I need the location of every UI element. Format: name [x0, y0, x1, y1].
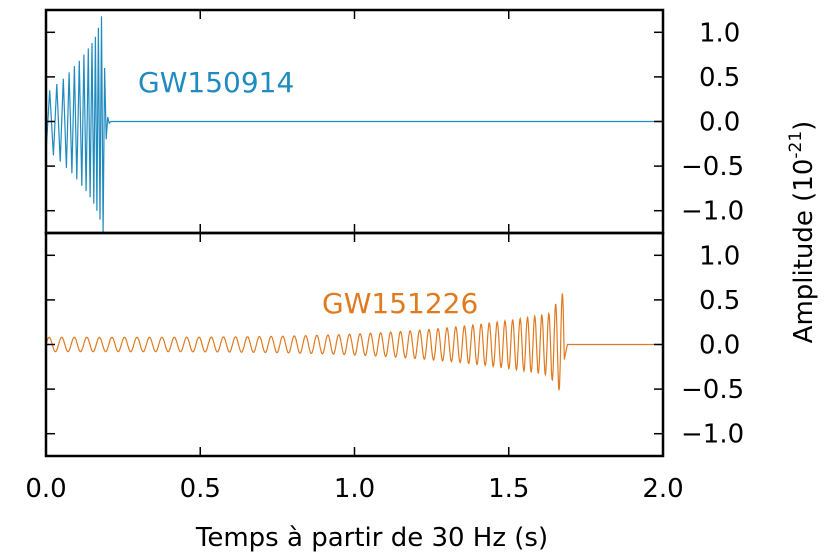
- y-tick-label: 0.0: [699, 108, 740, 138]
- series-label-GW151226: GW151226: [322, 287, 478, 320]
- y-tick-label: −0.5: [681, 375, 744, 405]
- x-tick-label: 1.0: [334, 474, 375, 504]
- x-tick-label: 2.0: [642, 474, 683, 504]
- y-tick-label: 0.5: [699, 63, 740, 93]
- y-axis-title: Amplitude (10-21): [786, 121, 819, 344]
- y-axis-title-main: Amplitude (10: [789, 159, 819, 344]
- series-line-GW151226: [45, 293, 663, 391]
- x-axis-ticks: 0.0 0.5 1.0 1.5 2.0: [25, 474, 683, 504]
- series-line-GW150914: [45, 16, 663, 234]
- y-axis-title-exponent: -21: [786, 131, 806, 159]
- y-tick-label: 0.0: [699, 331, 740, 361]
- x-axis-title: Temps à partir de 30 Hz (s): [195, 523, 548, 553]
- y-tick-label: 1.0: [699, 18, 740, 48]
- y-tick-label: 0.5: [699, 286, 740, 316]
- bottom-panel: GW151226 1.0 0.5 0.0 −0.5 −1.0: [44, 231, 744, 458]
- y-tick-label: −1.0: [681, 420, 744, 450]
- series-label-GW150914: GW150914: [138, 66, 294, 99]
- x-tick-label: 0.0: [25, 474, 66, 504]
- y-tick-label: 1.0: [699, 241, 740, 271]
- x-tick-label: 0.5: [180, 474, 221, 504]
- y-tick-label: −0.5: [681, 152, 744, 182]
- x-tick-label: 1.5: [488, 474, 529, 504]
- y-axis-title-end: ): [789, 121, 819, 131]
- top-panel: GW150914 1.0 0.5 0.0 −0.5 −1.0: [44, 8, 744, 235]
- y-tick-label: −1.0: [681, 197, 744, 227]
